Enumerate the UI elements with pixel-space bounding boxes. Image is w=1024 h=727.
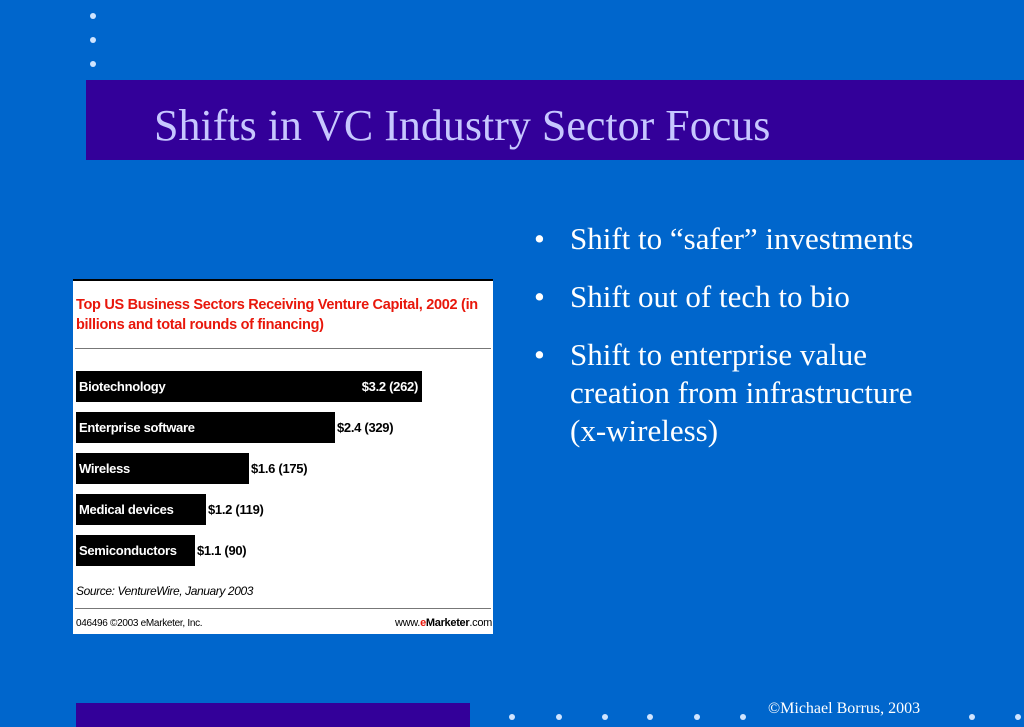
bullet-marker: • xyxy=(534,337,545,372)
bullet-item: • Shift to “safer” investments xyxy=(534,220,954,258)
decorative-dot xyxy=(1015,714,1021,720)
bar-category-label: Medical devices xyxy=(79,502,174,517)
decorative-dot xyxy=(556,714,562,720)
bar-value-label: $1.6 (175) xyxy=(251,461,308,476)
bar-category-label: Biotechnology xyxy=(79,379,166,394)
chart-bar: Medical devices $1.2 (119) xyxy=(76,494,264,525)
chart-footer-left: 046496 ©2003 eMarketer, Inc. xyxy=(76,618,203,629)
bar-value-label: $3.2 (262) xyxy=(361,379,419,394)
bullet-marker: • xyxy=(534,279,545,314)
bullet-list: • Shift to “safer” investments • Shift out… xyxy=(534,220,954,470)
bar-category-label: Semiconductors xyxy=(79,543,177,558)
bullet-text: Shift to “safer” investments xyxy=(570,221,914,256)
decorative-dot xyxy=(694,714,700,720)
chart-bar: Enterprise software $2.4 (329) xyxy=(76,412,394,443)
chart-bar: Wireless $1.6 (175) xyxy=(76,453,308,484)
footer-brand-e: e xyxy=(420,617,426,629)
bar-value-label: $2.4 (329) xyxy=(337,420,394,435)
bullet-item: • Shift to enterprise value creation from… xyxy=(534,336,954,450)
bullet-item: • Shift out of tech to bio xyxy=(534,278,954,316)
decorative-dot xyxy=(647,714,653,720)
bar-category-label: Enterprise software xyxy=(79,420,195,435)
decorative-dot xyxy=(969,714,975,720)
decorative-dot xyxy=(90,13,96,19)
bottom-bar xyxy=(76,703,470,727)
chart-bar: Semiconductors $1.1 (90) xyxy=(76,535,247,566)
bar-value-label: $1.2 (119) xyxy=(208,502,264,517)
decorative-dot xyxy=(90,37,96,43)
chart-title: Top US Business Sectors Receiving Ventur… xyxy=(76,297,478,333)
bullet-text: Shift to enterprise value creation from … xyxy=(570,337,913,448)
decorative-dot xyxy=(90,61,96,67)
copyright: ©Michael Borrus, 2003 xyxy=(768,700,921,717)
footer-prefix: www. xyxy=(394,617,421,629)
bullet-text: Shift out of tech to bio xyxy=(570,279,850,314)
chart-bar: Biotechnology $3.2 (262) xyxy=(76,371,422,402)
chart-divider xyxy=(75,608,491,609)
decorative-dot xyxy=(602,714,608,720)
decorative-dot xyxy=(740,714,746,720)
title-bar xyxy=(86,80,1024,160)
bar-category-label: Wireless xyxy=(79,461,130,476)
decorative-dot xyxy=(509,714,515,720)
chart-source: Source: VentureWire, January 2003 xyxy=(76,584,254,598)
bullet-marker: • xyxy=(534,221,545,256)
bar-value-label: $1.1 (90) xyxy=(197,543,247,558)
slide-title: Shifts in VC Industry Sector Focus xyxy=(154,101,771,150)
footer-brand: Marketer xyxy=(425,617,470,629)
footer-suffix: .com xyxy=(469,617,492,629)
chart-footer-right: www.eMarketer.com xyxy=(395,617,492,629)
chart-divider xyxy=(75,348,491,349)
chart-image: Top US Business Sectors Receiving Ventur… xyxy=(73,279,493,634)
